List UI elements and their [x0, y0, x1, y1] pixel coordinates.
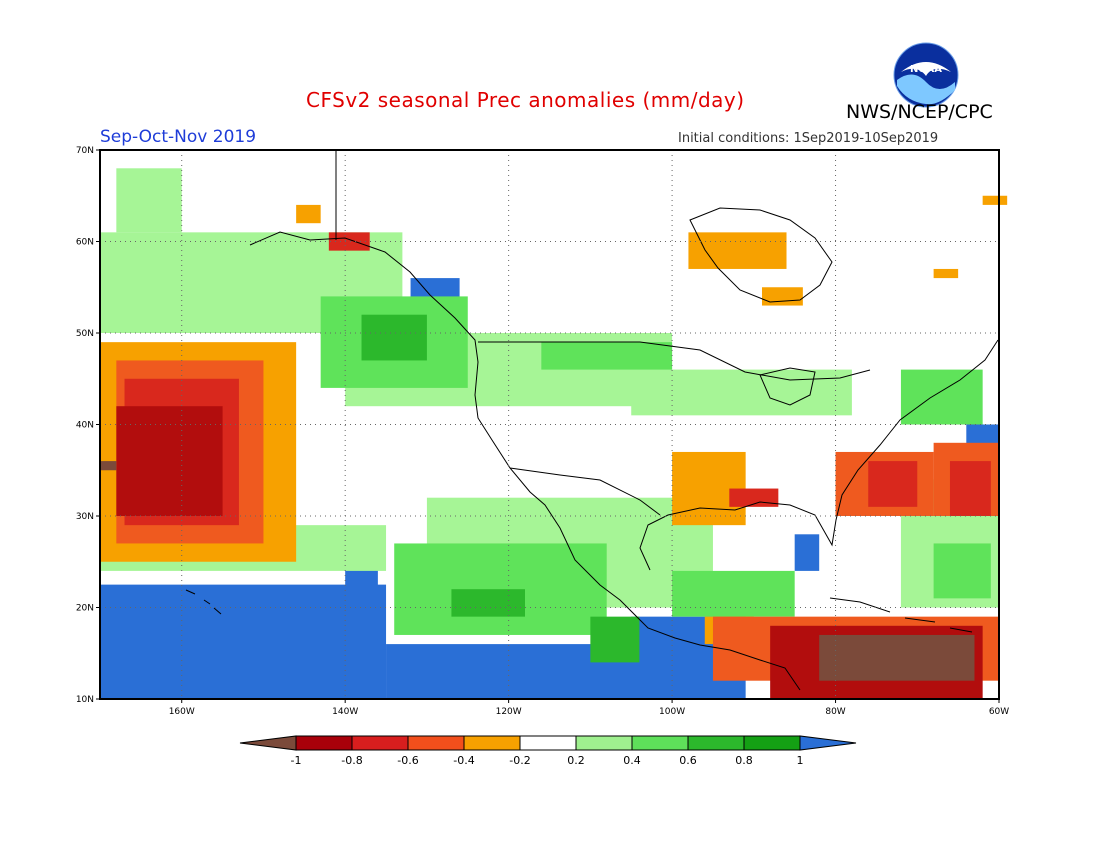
- anomaly-region-green: [933, 543, 991, 599]
- lat-label: 10N: [76, 695, 94, 705]
- anomaly-region-green: [541, 342, 673, 370]
- lon-label: 100W: [659, 707, 685, 717]
- anomaly-region-orange: [761, 287, 803, 306]
- anomaly-region-orange: [933, 268, 959, 279]
- lon-label: 60W: [989, 707, 1009, 717]
- colorbar-swatch: [463, 735, 521, 751]
- anomaly-region-orange: [296, 204, 321, 224]
- colorbar-swatch: [575, 735, 633, 751]
- anomaly-region-orange: [982, 195, 1008, 205]
- colorbar-swatch: [631, 735, 689, 751]
- land-outlines: [185, 150, 999, 691]
- great-lakes: [759, 367, 816, 406]
- gulf-coast: [639, 339, 999, 571]
- us-canada-border: [478, 341, 871, 381]
- colorbar-label: 0.2: [567, 754, 585, 767]
- colorbar-label: 0.4: [623, 754, 641, 767]
- agency-label: NWS/NCEP/CPC: [846, 101, 993, 123]
- colorbar-swatch: [743, 735, 801, 751]
- colorbar-label: -0.8: [341, 754, 362, 767]
- lon-label: 160W: [169, 707, 195, 717]
- anomaly-region-darkgreen: [451, 589, 525, 617]
- anomaly-region-orange: [688, 232, 787, 269]
- anomaly-region-brown: [100, 461, 117, 471]
- us-mexico-border: [509, 467, 661, 516]
- colorbar-label: -0.2: [509, 754, 530, 767]
- colorbar-swatch: [407, 735, 465, 751]
- anomaly-field: [100, 168, 1008, 699]
- season-label: Sep-Oct-Nov 2019: [100, 127, 257, 147]
- anomaly-region-red: [328, 232, 370, 251]
- lat-label: 30N: [76, 512, 94, 522]
- anomaly-region-darkgreen: [361, 314, 427, 361]
- initial-conditions-label: Initial conditions: 1Sep2019-10Sep2019: [678, 131, 939, 146]
- anomaly-region-red: [868, 461, 918, 507]
- lat-label: 60N: [76, 238, 94, 248]
- lat-label: 20N: [76, 604, 94, 614]
- lon-label: 120W: [496, 707, 522, 717]
- lon-label: 80W: [825, 707, 845, 717]
- map-title: CFSv2 seasonal Prec anomalies (mm/day): [306, 88, 745, 112]
- hawaii: [185, 589, 222, 615]
- caribbean-islands: [829, 597, 973, 633]
- anomaly-region-brown: [819, 634, 975, 681]
- anomaly-region-blue: [794, 534, 820, 571]
- colorbar-label: 0.6: [679, 754, 697, 767]
- anomaly-region-green: [672, 570, 795, 617]
- anomaly-region-darkred: [116, 406, 223, 516]
- colorbar-arrow-high: [799, 735, 857, 751]
- svg-text:NOAA: NOAA: [910, 64, 942, 75]
- colorbar: -1 -0.8 -0.6 -0.4 -0.2 0.2 0.4 0.6 0.8 1: [239, 735, 857, 767]
- colorbar-swatch: [295, 735, 353, 751]
- anomaly-region-lightgreen: [116, 168, 182, 233]
- anomaly-region-lightgreen: [631, 369, 852, 416]
- latitude-labels: 70N 60N 50N 40N 30N 20N 10N: [76, 146, 100, 705]
- colorbar-swatch: [687, 735, 745, 751]
- colorbar-label: -0.6: [397, 754, 418, 767]
- anomaly-region-green: [900, 369, 983, 425]
- lat-label: 50N: [76, 329, 94, 339]
- anomaly-region-red: [949, 461, 991, 516]
- colorbar-label: -1: [291, 754, 302, 767]
- hudson-bay: [689, 207, 833, 303]
- anomaly-region-blue: [100, 584, 387, 699]
- colorbar-swatch: [351, 735, 409, 751]
- noaa-logo: NOAA: [893, 42, 959, 108]
- colorbar-arrow-low: [239, 735, 297, 751]
- colorbar-label: 1: [797, 754, 804, 767]
- colorbar-label: 0.8: [735, 754, 753, 767]
- anomaly-region-darkgreen: [590, 616, 640, 663]
- lat-label: 40N: [76, 421, 94, 431]
- lon-label: 140W: [332, 707, 358, 717]
- lat-label: 70N: [76, 146, 94, 156]
- longitude-labels: 160W 140W 120W 100W 80W 60W: [169, 699, 1009, 717]
- colorbar-swatch: [519, 735, 577, 751]
- colorbar-label: -0.4: [453, 754, 474, 767]
